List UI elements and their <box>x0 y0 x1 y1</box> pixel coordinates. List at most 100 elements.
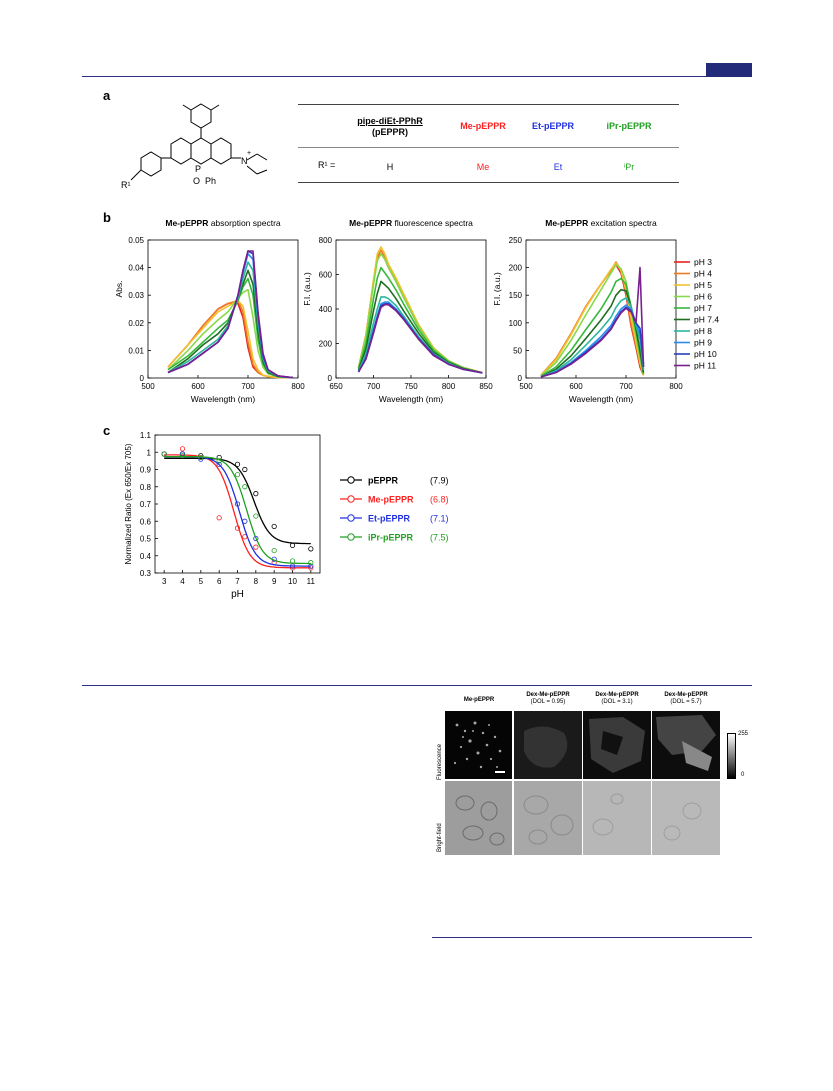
structure-plus: + <box>247 150 251 157</box>
pka-fit-2 <box>164 455 311 567</box>
table-col3-title: iPr-pEPPR <box>606 121 652 131</box>
footer-rule <box>432 937 752 938</box>
fluorescence-series-pH-7 <box>357 266 483 374</box>
pka-point <box>289 558 296 564</box>
fluorescence-series-pH-3 <box>357 252 483 374</box>
excitation-ytick-label: 100 <box>509 319 523 328</box>
pka-ytick-label: 0.9 <box>140 466 152 475</box>
table-cell-h: H <box>386 162 394 172</box>
absorption-xlabel: Wavelength (nm) <box>191 394 256 404</box>
excitation-frame <box>525 239 677 379</box>
panel-b-letter: b <box>103 210 111 225</box>
fluorescence-title: Me-pEPPR fluorescence spectra <box>349 218 473 228</box>
pka-xtick-label: 7 <box>235 577 240 586</box>
absorption-chart: Me-pEPPR absorption spectra 500 600 700 800 0… <box>114 218 305 404</box>
excitation-chart: Me-pEPPR excitation spectra 500 600 700 800 0… <box>492 218 683 404</box>
pka-point <box>308 546 314 552</box>
legend-label-3: pH 6 <box>694 292 712 302</box>
structure-p: P <box>195 164 201 174</box>
pka-legend-value-1: (6.8) <box>430 495 449 505</box>
pka-point <box>161 451 167 457</box>
pka-fit-0 <box>164 457 311 545</box>
pka-legend-value-0: (7.9) <box>430 476 449 486</box>
table-cell-et: Et <box>553 162 563 172</box>
absorption-series-pH-5 <box>167 299 294 379</box>
brightfield-image-2 <box>583 781 651 855</box>
fluorescence-xtick-label: 700 <box>367 382 381 391</box>
pka-legend-marker-2 <box>347 514 355 522</box>
excitation-xtick-label: 500 <box>519 382 533 391</box>
absorption-xtick-label: 700 <box>241 382 255 391</box>
excitation-series-pH-6 <box>540 263 645 377</box>
pka-point <box>216 458 222 464</box>
table-cell-ipr: ⁱPr <box>623 162 635 172</box>
panel-c-letter: c <box>103 423 111 438</box>
pka-point <box>271 523 277 530</box>
pka-legend-name-3: iPr-pEPPR <box>368 533 414 543</box>
micro-col-title-1: Dex-Me-pEPPR <box>526 692 570 698</box>
absorption-ytick-label: 0.01 <box>128 346 144 355</box>
excitation-series-pH-8 <box>540 297 645 378</box>
excitation-xtick-label: 700 <box>619 382 633 391</box>
table-col2-title: Et-pEPPR <box>531 121 574 131</box>
legend-label-9: pH 11 <box>694 361 716 371</box>
structure-o: O <box>193 176 200 186</box>
absorption-xtick-label: 800 <box>291 382 305 391</box>
legend-label-4: pH 7 <box>694 303 712 313</box>
micro-col-sub-3: (DOL = 5.7) <box>670 699 702 705</box>
table-row-label: R¹ = <box>318 160 336 170</box>
table-cell-me: Me <box>476 162 490 172</box>
fluorescence-xtick-label: 800 <box>442 382 456 391</box>
micro-col-title-0: Me-pEPPR <box>463 697 495 703</box>
pka-ytick-label: 0.8 <box>140 483 152 492</box>
excitation-xtick-label: 600 <box>569 382 583 391</box>
micro-col-title-3: Dex-Me-pEPPR <box>664 692 708 698</box>
pka-point <box>308 565 314 571</box>
absorption-frame <box>147 239 299 379</box>
pka-fit-3 <box>164 455 311 565</box>
pka-fit-1 <box>164 454 311 569</box>
absorption-xtick-label: 600 <box>191 382 205 391</box>
pka-legend-marker-3 <box>347 533 355 541</box>
intensity-colorbar <box>727 733 736 779</box>
pka-legend-name-0: pEPPR <box>368 476 399 486</box>
excitation-ytick-label: 250 <box>509 236 523 245</box>
excitation-ytick-label: 150 <box>509 291 523 300</box>
fluorescence-ytick-label: 400 <box>319 305 333 314</box>
brightfield-image-3 <box>652 781 720 855</box>
absorption-ytick-label: 0.05 <box>128 236 144 245</box>
fluorescence-xtick-label: 650 <box>329 382 343 391</box>
legend-label-5: pH 7.4 <box>694 315 719 325</box>
ph-legend: pH 3 pH 4pH 5 pH 6pH 7 pH 7.4pH 8 pH 9pH 10 p… <box>674 257 719 371</box>
colorbar-min: 0 <box>741 772 745 778</box>
table-col0-title: pipe-diEt-PPhR <box>357 116 423 126</box>
pka-ytick-label: 1 <box>147 448 152 457</box>
pka-xtick-label: 5 <box>199 577 204 586</box>
pka-point <box>242 518 248 524</box>
pka-legend: pEPPR (7.9) Me-pEPPR (6.8) Et-pEPPR (7.1) iPr-… <box>340 476 449 543</box>
legend-label-1: pH 4 <box>694 269 712 279</box>
fluorescence-ytick-label: 0 <box>328 374 333 383</box>
micro-col-sub-2: (DOL = 3.1) <box>601 699 633 705</box>
pka-point <box>179 446 186 452</box>
excitation-series-pH-5 <box>540 262 645 376</box>
legend-label-8: pH 10 <box>694 349 717 359</box>
structure-ph: Ph <box>205 176 216 186</box>
fluorescence-xtick-label: 850 <box>479 382 493 391</box>
excitation-title: Me-pEPPR excitation spectra <box>545 218 657 228</box>
pka-point <box>198 454 204 461</box>
absorption-ytick-label: 0.03 <box>128 291 144 300</box>
pka-point <box>234 461 241 467</box>
pka-ytick-label: 0.6 <box>140 517 152 526</box>
absorption-ytick-label: 0 <box>140 374 145 383</box>
fluorescence-xlabel: Wavelength (nm) <box>379 394 444 404</box>
pka-point <box>289 542 296 549</box>
structure-n: N <box>241 156 248 166</box>
pka-point <box>234 472 241 478</box>
excitation-ytick-label: 50 <box>513 346 522 355</box>
page-tab <box>706 63 752 77</box>
fluorescence-chart: Me-pEPPR fluorescence spectra 650 700 750 80… <box>302 218 493 404</box>
colorbar-max: 255 <box>738 731 749 737</box>
pka-legend-name-1: Me-pEPPR <box>368 495 414 505</box>
table-col1-title: Me-pEPPR <box>460 121 506 131</box>
